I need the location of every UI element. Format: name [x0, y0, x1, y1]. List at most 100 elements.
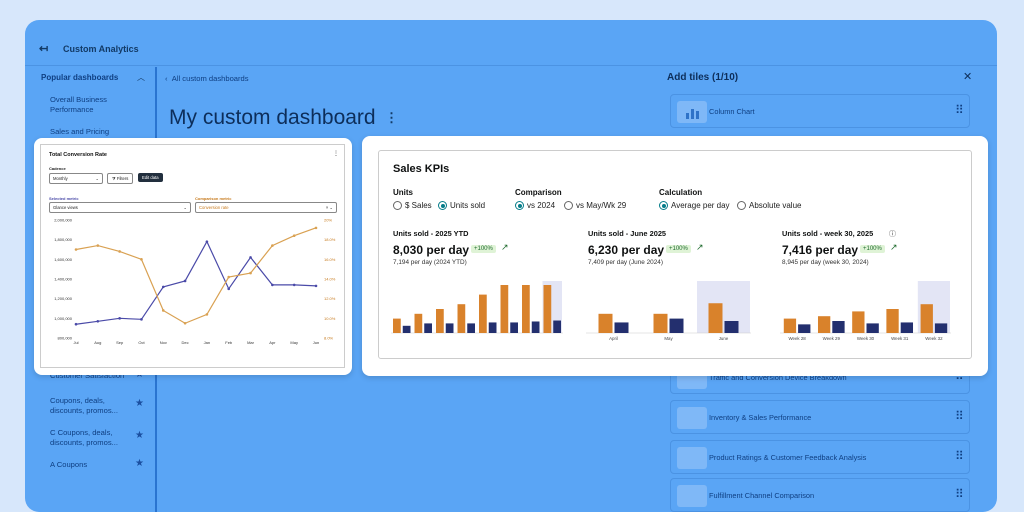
radio-vs-may-wk29[interactable]: vs May/Wk 29	[564, 201, 626, 210]
y-left-tick-label: 800,000	[58, 336, 73, 341]
radio-vs-2024[interactable]: vs 2024	[515, 201, 555, 210]
filters-button[interactable]: ⧩ Filters	[107, 173, 134, 184]
bar-current	[783, 318, 797, 333]
radio-circle	[515, 201, 524, 210]
tile-option[interactable]: Inventory & Sales Performance ⠿	[670, 400, 970, 434]
comparison-label: Comparison	[515, 188, 562, 197]
radio-sales[interactable]: $ Sales	[393, 201, 432, 210]
x-tick-label: Feb	[225, 340, 233, 345]
x-tick-label: Week 32	[925, 336, 943, 341]
kpi-label: Units sold - 2025 YTD	[393, 229, 469, 238]
x-tick-label: Week 28	[788, 336, 806, 341]
bar-prior	[614, 322, 629, 333]
x-tick-label: Week 31	[891, 336, 909, 341]
data-point	[292, 283, 296, 287]
radio-circle	[564, 201, 573, 210]
tile-option[interactable]: Fulfillment Channel Comparison ⠿	[670, 478, 970, 512]
bar-prior	[445, 323, 454, 333]
data-point	[227, 275, 231, 279]
comparison-metric-label: Comparison metric	[195, 196, 232, 201]
data-point	[118, 317, 121, 320]
data-point	[118, 250, 121, 253]
trend-up-icon: ↗	[501, 242, 509, 252]
app-title: Custom Analytics	[63, 44, 139, 54]
cadence-select[interactable]: Monthly ⌄	[49, 173, 103, 184]
y-right-tick-label: 12.0%	[324, 296, 336, 301]
sidebar-item-c-coupons[interactable]: C Coupons, deals, discounts, promos...	[50, 428, 118, 447]
breadcrumb[interactable]: ‹ All custom dashboards	[165, 74, 249, 83]
sidebar-item-customer-satisfaction[interactable]: Customer Satisfaction	[50, 371, 125, 380]
x-tick-label: April	[609, 336, 618, 341]
calculation-label: Calculation	[659, 188, 703, 197]
bar-prior	[934, 323, 948, 333]
units-label: Units	[393, 188, 413, 197]
breadcrumb-link[interactable]: All custom dashboards	[171, 74, 249, 83]
sales-kpi-card: Sales KPIs Units $ Sales Units sold Comp…	[362, 136, 988, 376]
y-left-tick-label: 1,000,000	[54, 316, 73, 321]
star-icon[interactable]: ★	[135, 458, 144, 469]
edit-data-button[interactable]: Edit data	[138, 173, 163, 182]
selected-metric-select[interactable]: Glance views ⌄	[49, 202, 191, 213]
star-icon[interactable]: ★	[135, 398, 144, 409]
bar-current	[393, 318, 401, 333]
y-left-tick-label: 1,200,000	[54, 296, 73, 301]
back-arrow-icon[interactable]: ↤	[39, 43, 49, 55]
sidebar-item-coupons[interactable]: Coupons, deals, discounts, promos...	[50, 396, 118, 415]
table-icon	[677, 407, 707, 429]
data-point	[227, 287, 231, 291]
x-tick-label: Apr	[269, 340, 276, 345]
sidebar-item-sales[interactable]: Sales and Pricing	[50, 127, 110, 136]
star-icon[interactable]: ★	[135, 430, 144, 441]
card-inner: Sales KPIs Units $ Sales Units sold Comp…	[378, 150, 972, 359]
radio-units-sold[interactable]: Units sold	[438, 201, 485, 210]
radio-circle	[659, 201, 668, 210]
data-point	[271, 244, 274, 247]
comparison-metric-select[interactable]: Conversion rate × ⌄	[195, 202, 337, 213]
clear-chevron-icon[interactable]: × ⌄	[325, 205, 333, 210]
bar-prior	[866, 323, 879, 333]
drag-handle-icon[interactable]: ⠿	[955, 487, 964, 501]
data-point	[183, 321, 187, 325]
bar-prior	[488, 322, 497, 333]
data-point	[271, 283, 274, 287]
tile-label: Inventory & Sales Performance	[709, 413, 812, 422]
kpi-comparison: 7,409 per day (June 2024)	[588, 259, 663, 266]
table-icon	[677, 485, 707, 507]
chevron-up-icon[interactable]: ︿	[137, 73, 145, 82]
bar-current	[817, 316, 831, 333]
filter-icon: ⧩	[112, 176, 117, 181]
bar-prior	[531, 321, 540, 333]
radio-average-per-day[interactable]: Average per day	[659, 201, 730, 210]
sidebar-item-a-coupons[interactable]: A Coupons	[50, 460, 88, 469]
data-point	[96, 319, 100, 323]
more-options-icon[interactable]: ⋮	[385, 110, 398, 125]
kpi-value: 8,030 per day	[393, 243, 470, 257]
kpi-bar-charts: April May June Week 28 Week 29 Week 30 Week 31…	[391, 281, 951, 341]
info-icon[interactable]: ⓘ	[889, 231, 896, 238]
tile-option[interactable]: Product Ratings & Customer Feedback Anal…	[670, 440, 970, 474]
radio-absolute-value[interactable]: Absolute value	[737, 201, 801, 210]
column-chart-icon	[677, 101, 707, 123]
card-title: Sales KPIs	[393, 163, 450, 175]
close-icon[interactable]: ✕	[963, 71, 973, 83]
sidebar-item-overall[interactable]: Overall Business Performance	[50, 95, 107, 114]
more-options-icon[interactable]: ⋮	[333, 151, 339, 157]
drag-handle-icon[interactable]: ⠿	[955, 409, 964, 423]
comparison-metric-value: Conversion rate	[199, 205, 229, 210]
drag-handle-icon[interactable]: ⠿	[955, 449, 964, 463]
y-right-tick-label: 18.0%	[324, 237, 336, 242]
radio-label: Average per day	[671, 201, 730, 210]
bar-current	[886, 309, 899, 333]
tile-option[interactable]: Column Chart ⠿	[670, 94, 970, 128]
drag-handle-icon[interactable]: ⠿	[955, 369, 964, 383]
y-right-tick-label: 16.0%	[324, 257, 336, 262]
sidebar-section-popular[interactable]: Popular dashboards	[41, 73, 119, 82]
x-tick-label: Oct	[138, 340, 145, 345]
bar-prior	[669, 318, 684, 333]
series-line	[75, 240, 317, 325]
x-tick-label: Mar	[247, 340, 255, 345]
drag-handle-icon[interactable]: ⠿	[955, 103, 964, 117]
radio-label: vs 2024	[527, 201, 556, 210]
bar-prior	[724, 321, 739, 333]
conversion-rate-card: Total Conversion Rate ⋮ Cadence Monthly ⌄…	[34, 138, 352, 375]
